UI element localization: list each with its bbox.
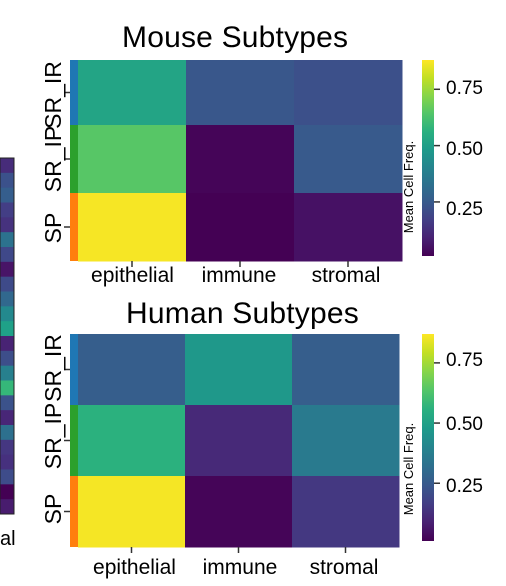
colorbar-tick-label: 0.25 — [446, 476, 483, 497]
left-fragment-label: al — [0, 528, 16, 550]
fragment-cell — [0, 158, 14, 174]
fragment-cell — [0, 395, 14, 411]
fragment-cell — [0, 350, 14, 367]
ytick-label: SR_IP — [40, 402, 66, 470]
fragment-cell — [0, 499, 14, 515]
heatmap-cell — [186, 125, 295, 194]
fragment-cell — [0, 454, 14, 470]
xtick-label: stromal — [311, 264, 381, 287]
ytick-label: SP — [40, 493, 66, 525]
fragment-frame — [0, 157, 15, 515]
fragment-cell — [0, 261, 14, 278]
fragment-cell — [0, 217, 14, 233]
chart-title-mouse: Mouse Subtypes — [122, 21, 349, 54]
colorbar-tick-label: 0.75 — [446, 78, 483, 99]
heatmap-cell — [185, 334, 293, 406]
chart-title-human: Human Subtypes — [126, 297, 359, 330]
heatmap-cell — [186, 193, 295, 262]
heatmap-cell — [294, 60, 403, 126]
fragment-cell — [0, 306, 14, 322]
fragment-cell — [0, 187, 14, 203]
colorbar-tick-label: 0.25 — [446, 199, 483, 220]
row-color-strip — [70, 334, 78, 405]
fragment-cell — [0, 247, 14, 263]
fragment-cell — [0, 484, 14, 500]
heatmap-cell — [78, 193, 187, 262]
xtick-label: immune — [202, 556, 278, 579]
heatmap-cell — [294, 193, 403, 262]
heatmap-cell — [186, 60, 295, 126]
xtick-label: immune — [201, 264, 277, 287]
colorbar-tick-label: 0.75 — [446, 350, 483, 371]
fragment-cell — [0, 410, 14, 426]
heatmap-cell — [292, 405, 400, 477]
row-color-strip — [70, 193, 78, 261]
heatmap-cell — [78, 476, 186, 548]
heatmap-cell — [292, 334, 400, 406]
xtick-label: stromal — [309, 556, 379, 579]
fragment-cell — [0, 276, 14, 292]
heatmap-cell — [185, 405, 293, 477]
fragment-cell — [0, 380, 14, 396]
colorbar-tick-label: 0.50 — [446, 139, 483, 160]
colorbar-label: Mean Cell Freq. — [401, 422, 416, 516]
colorbar-tick-label: 0.50 — [446, 414, 483, 435]
heatmap-cell — [185, 476, 293, 548]
fragment-cell — [0, 439, 14, 456]
heatmap-cell — [292, 476, 400, 548]
fragment-cell — [0, 232, 14, 248]
fragment-cell — [0, 365, 14, 381]
heatmap-cell — [78, 60, 187, 126]
row-color-strip — [70, 125, 78, 193]
fragment-cell — [0, 202, 14, 218]
ytick-label: SR_IR — [40, 334, 66, 402]
heatmap-cell — [78, 125, 187, 194]
xtick-label: epithelial — [93, 556, 176, 579]
fragment-cell — [0, 321, 14, 337]
xtick-label: epithelial — [91, 264, 174, 287]
row-color-strip — [70, 405, 78, 476]
heatmap-cell — [294, 125, 403, 194]
fragment-cell — [0, 336, 14, 352]
heatmap-cell — [78, 334, 186, 406]
fragment-cell — [0, 291, 14, 307]
colorbar — [422, 60, 434, 256]
fragment-cell — [0, 172, 14, 189]
heatmap-cell — [78, 405, 186, 477]
fragment-cell — [0, 425, 14, 441]
fragment-cell — [0, 469, 14, 485]
row-color-strip — [70, 476, 78, 547]
row-color-strip — [70, 60, 78, 125]
colorbar — [422, 334, 434, 541]
